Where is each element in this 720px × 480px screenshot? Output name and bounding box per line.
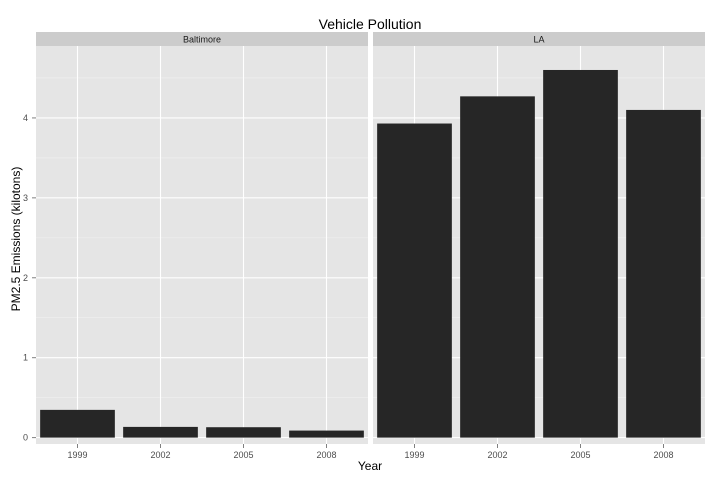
facet-strip-label: Baltimore — [183, 35, 221, 45]
y-axis: 0 1 2 3 4 — [23, 113, 36, 443]
x-tick-label: 2008 — [653, 450, 673, 460]
facet-strip — [373, 32, 705, 46]
bar-baltimore-2008 — [289, 430, 364, 438]
bar-la-1999 — [377, 123, 452, 438]
panel-background — [36, 46, 368, 444]
x-tick-label: 2002 — [487, 450, 507, 460]
x-tick-label: 1999 — [67, 450, 87, 460]
bar-baltimore-2005 — [206, 427, 281, 438]
y-tick-label: 4 — [23, 113, 28, 123]
x-tick-label: 1999 — [404, 450, 424, 460]
facet-panel-baltimore: Baltimore 1999 2002 2005 2008 — [36, 32, 368, 460]
y-axis-title: PM2.5 Emissions (kilotons) — [9, 167, 23, 312]
x-axis-title: Year — [358, 459, 382, 473]
y-tick-label: 2 — [23, 273, 28, 283]
x-tick-label: 2008 — [316, 450, 336, 460]
x-tick-label: 2005 — [570, 450, 590, 460]
facet-strip-label: LA — [533, 35, 544, 45]
x-tick-label: 2005 — [233, 450, 253, 460]
bar-la-2008 — [626, 109, 701, 438]
x-tick-label: 2002 — [150, 450, 170, 460]
bar-la-2005 — [543, 69, 618, 438]
bar-la-2002 — [460, 96, 535, 438]
facet-strip — [36, 32, 368, 46]
y-tick-label: 3 — [23, 193, 28, 203]
y-tick-label: 0 — [23, 433, 28, 443]
chart-title: Vehicle Pollution — [319, 16, 422, 32]
bar-baltimore-1999 — [40, 409, 115, 438]
facet-panels: Baltimore 1999 2002 2005 2008 LA 1999 2002 2005 2… — [36, 32, 705, 460]
y-tick-label: 1 — [23, 353, 28, 363]
bar-baltimore-2002 — [123, 426, 198, 438]
facet-panel-la: LA 1999 2002 2005 2008 — [373, 32, 705, 460]
